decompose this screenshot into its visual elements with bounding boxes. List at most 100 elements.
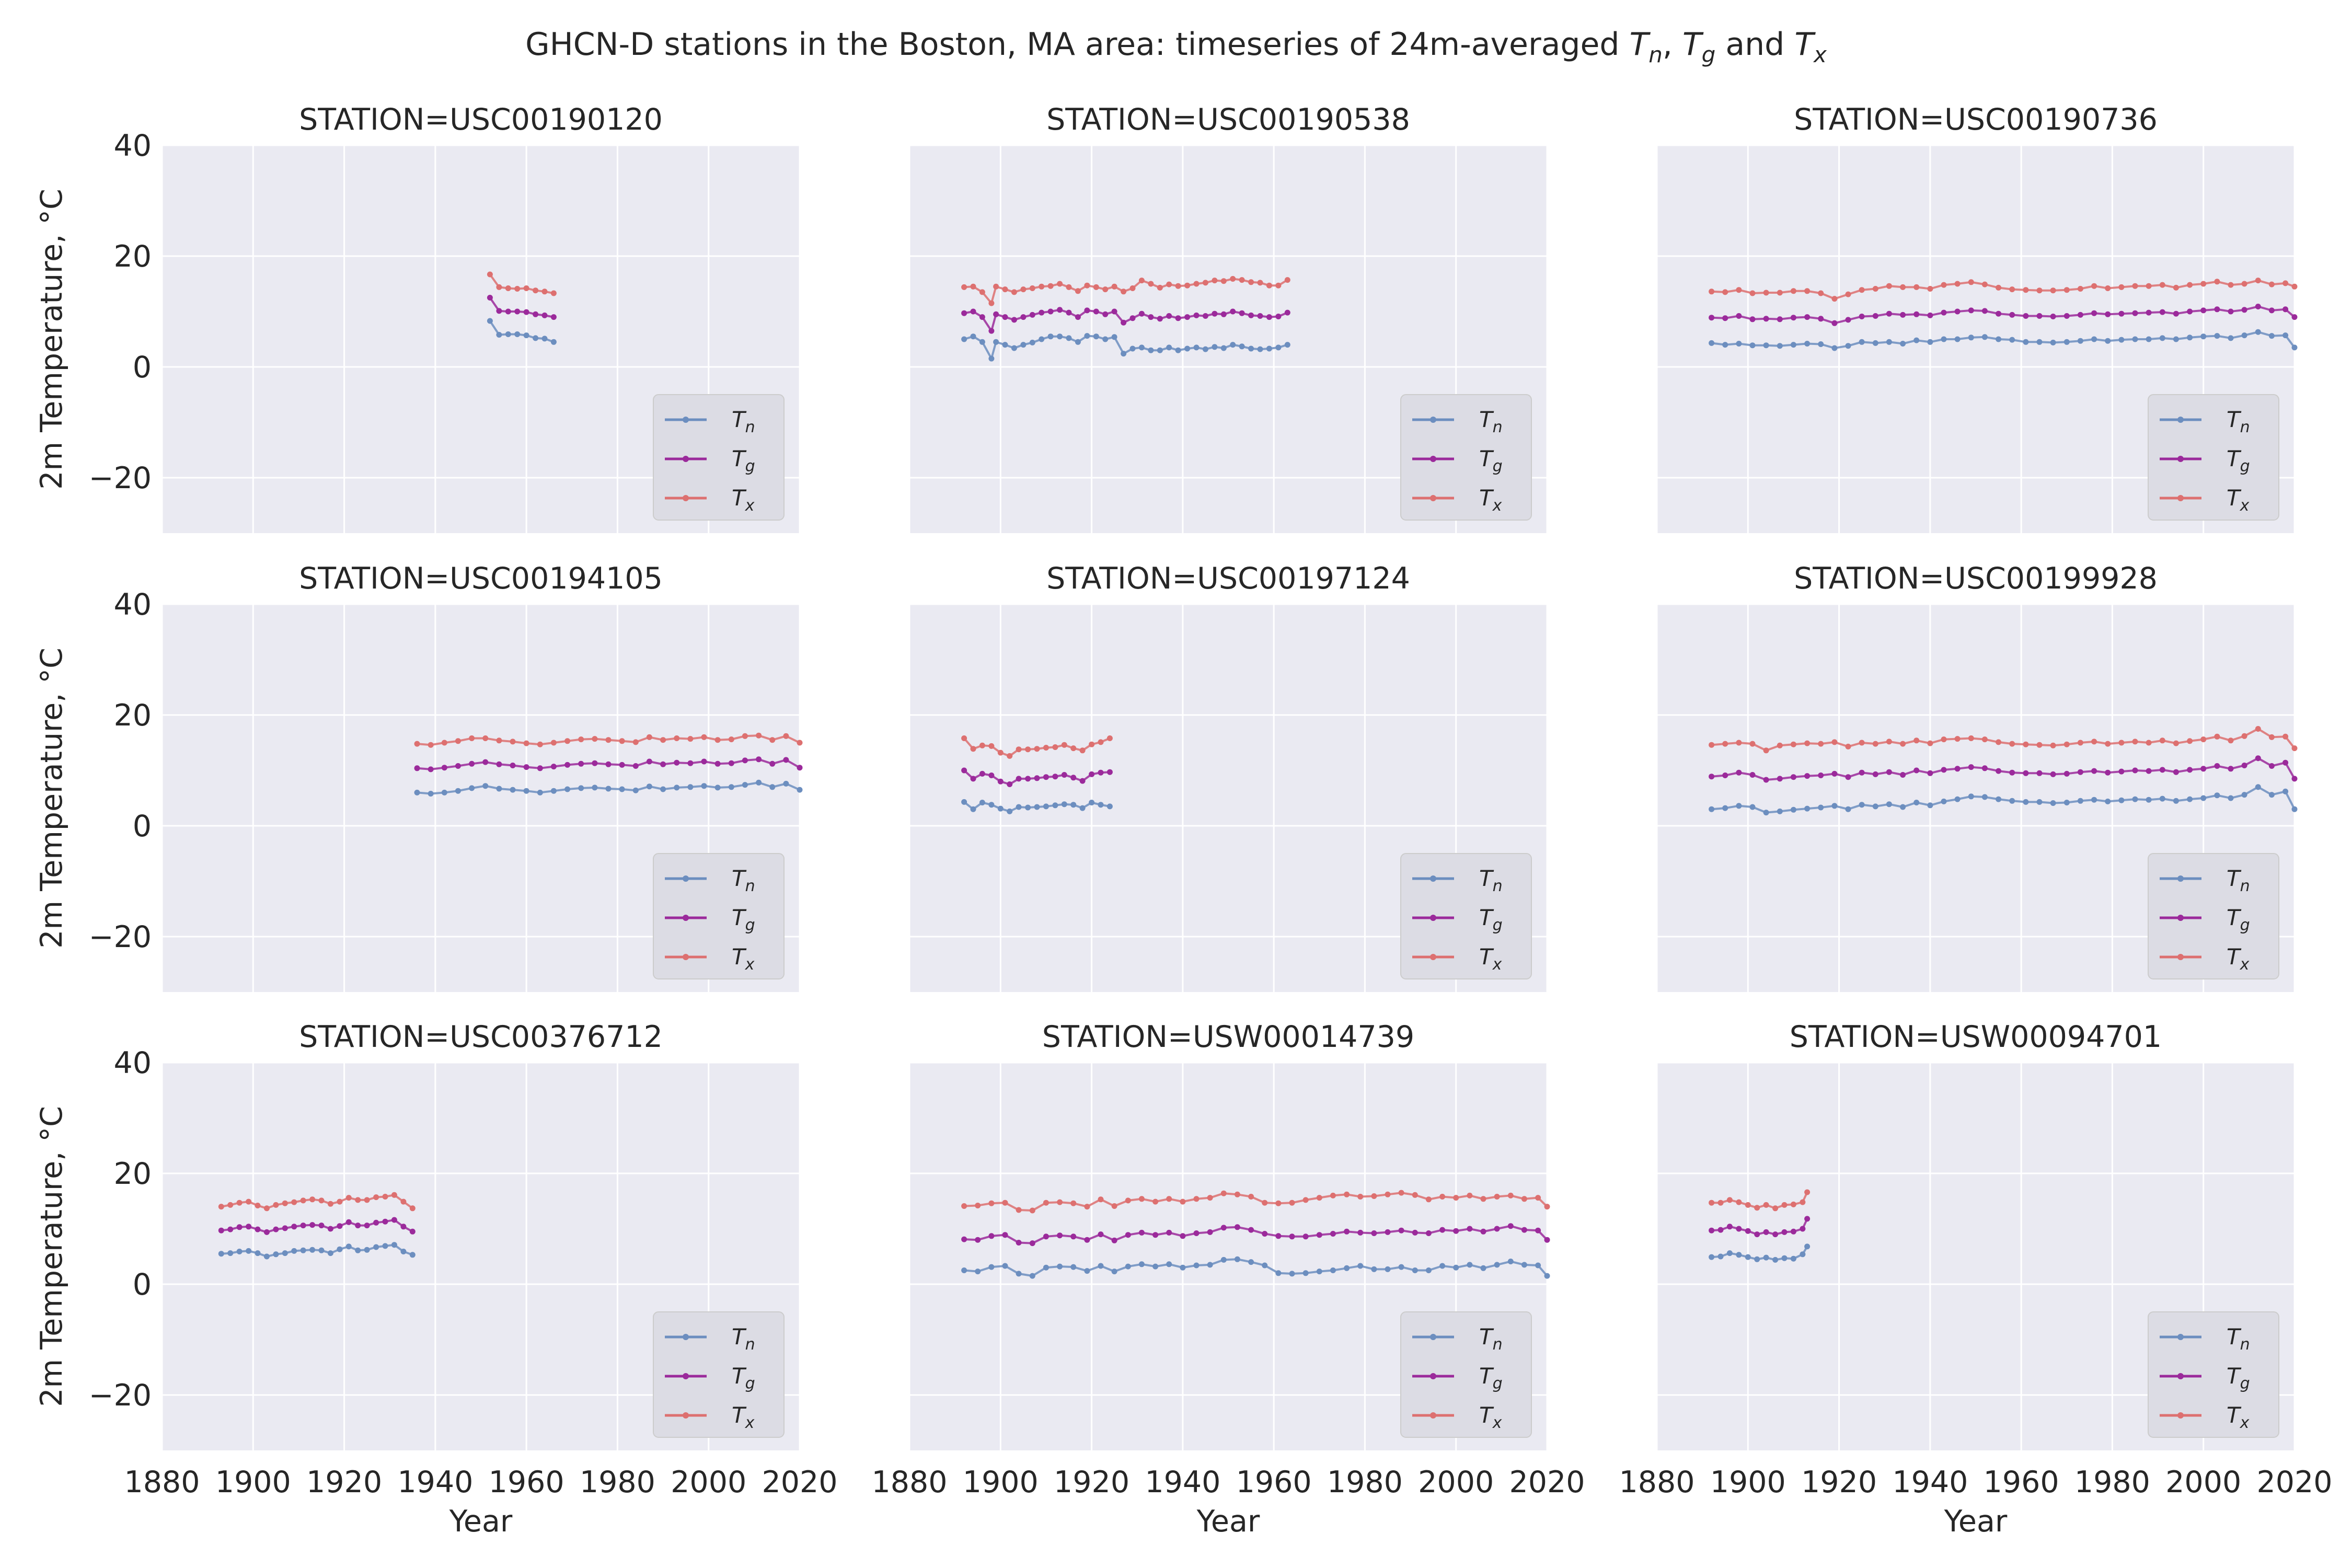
data-point-Tn [1818, 341, 1824, 347]
data-point-Tx [1859, 287, 1865, 293]
title-text-2: , [1663, 26, 1682, 63]
data-point-Tg [1398, 1227, 1404, 1233]
series-Tx [487, 271, 557, 296]
data-point-Tg [382, 1218, 388, 1225]
data-point-Tn [2159, 795, 2165, 802]
data-point-Tn [961, 336, 967, 342]
series-Tn [961, 799, 1113, 814]
panel-title: STATION=USC00190120 [299, 102, 663, 137]
data-point-Tg [1344, 1228, 1350, 1235]
data-point-Tn [714, 785, 721, 791]
y-tick-label: 20 [113, 1157, 152, 1191]
data-point-Tg [2241, 763, 2247, 768]
data-point-Tx [1818, 741, 1824, 747]
data-point-Tx [1804, 1189, 1811, 1195]
data-point-Tg [2255, 755, 2261, 762]
data-point-Tg [1981, 765, 1988, 771]
data-point-Tg [514, 308, 521, 315]
data-point-Tx [1089, 741, 1095, 747]
data-point-Tx [1745, 1202, 1751, 1208]
legend-marker-Tx [1430, 1412, 1436, 1419]
data-point-Tn [246, 1248, 252, 1254]
series-Tg [961, 1223, 1550, 1247]
data-point-Tx [970, 746, 976, 752]
data-point-Tg [1057, 1232, 1063, 1239]
data-point-Tg [1234, 1224, 1240, 1230]
data-point-Tg [1166, 1229, 1172, 1236]
data-point-Tx [1480, 1196, 1486, 1202]
data-point-Tn [1981, 794, 1988, 800]
y-tick-label: 20 [113, 698, 152, 733]
data-point-Tg [1043, 1233, 1049, 1240]
data-point-Tx [1900, 284, 1906, 290]
data-point-Tx [756, 732, 762, 739]
data-point-Tx [541, 289, 548, 295]
data-point-Tx [1075, 288, 1081, 294]
data-point-Tg [1284, 309, 1290, 316]
data-point-Tg [2268, 307, 2275, 314]
data-point-Tn [1717, 1253, 1724, 1260]
legend-marker-Tn [2177, 417, 2184, 423]
data-point-Tg [1709, 774, 1715, 780]
data-point-Tn [2214, 333, 2220, 339]
data-point-Tx [961, 284, 967, 290]
data-point-Tx [550, 290, 557, 296]
data-point-Tn [1781, 1255, 1788, 1261]
data-point-Tn [2009, 337, 2015, 343]
legend: Tn Tg Tx [2148, 394, 2279, 521]
data-point-Tg [1790, 1228, 1796, 1235]
data-point-Tx [496, 284, 502, 290]
data-point-Tn [1129, 345, 1136, 352]
data-point-Tg [1722, 315, 1728, 321]
data-point-Tg [1066, 309, 1072, 316]
data-point-Tg [1079, 778, 1086, 784]
data-point-Tg [400, 1224, 407, 1230]
data-point-Tn [1913, 337, 1920, 343]
data-point-Tg [2023, 313, 2029, 319]
data-point-Tx [1152, 1198, 1159, 1205]
data-point-Tx [1262, 1200, 1268, 1206]
data-point-Tn [605, 786, 612, 792]
data-point-Tn [2200, 795, 2207, 801]
series-Tx [961, 1190, 1550, 1214]
legend-label-Tn: Tn [1479, 1324, 1503, 1354]
data-point-Tn [282, 1250, 288, 1256]
x-tick-label: 1960 [489, 1465, 564, 1500]
data-point-Tx [1781, 1202, 1788, 1208]
data-point-Tn [514, 331, 521, 337]
x-tick-label: 1920 [1801, 1465, 1877, 1500]
figure-title: GHCN-D stations in the Boston, MA area: … [525, 26, 1827, 67]
x-tick-label: 1920 [1054, 1465, 1129, 1500]
data-point-Tn [550, 339, 557, 345]
series-Tg [414, 756, 803, 773]
y-tick-label: −20 [89, 920, 152, 954]
data-point-Tg [1968, 764, 1974, 770]
legend: Tn Tg Tx [1400, 1311, 1532, 1438]
data-point-Tn [1084, 1268, 1090, 1274]
legend-label-Tn: Tn [732, 1324, 755, 1354]
data-point-Tn [1996, 796, 2002, 802]
data-point-Tn [2077, 338, 2083, 344]
data-point-Tx [970, 283, 976, 290]
data-point-Tn [1521, 1262, 1527, 1268]
panel-5: STATION=USC00197124 Tn Tg Tx [908, 561, 1548, 992]
data-point-Tn [1316, 1269, 1322, 1275]
data-point-Tn [1029, 1273, 1035, 1279]
series-Tn [1709, 1243, 1811, 1263]
x-tick-label: 1960 [1236, 1465, 1312, 1500]
data-point-Tx [1763, 1202, 1769, 1208]
data-point-Tn [1220, 345, 1227, 351]
data-point-Tx [993, 283, 999, 290]
data-point-Tg [1111, 1237, 1117, 1243]
data-point-Tn [2228, 795, 2234, 801]
data-point-Tn [2282, 788, 2289, 794]
data-point-Tx [1180, 1198, 1186, 1205]
data-point-Tx [1220, 278, 1227, 284]
panel-9: STATION=USW00094701 1880 1900 1920 1940 1960 1… [1619, 1020, 2332, 1539]
data-point-Tg [1709, 1227, 1715, 1233]
panel-title: STATION=USW00014739 [1042, 1020, 1414, 1054]
data-point-Tn [2077, 798, 2083, 804]
data-point-Tx [1202, 280, 1208, 286]
data-point-Tg [1157, 316, 1163, 322]
data-point-Tn [1968, 793, 1974, 800]
